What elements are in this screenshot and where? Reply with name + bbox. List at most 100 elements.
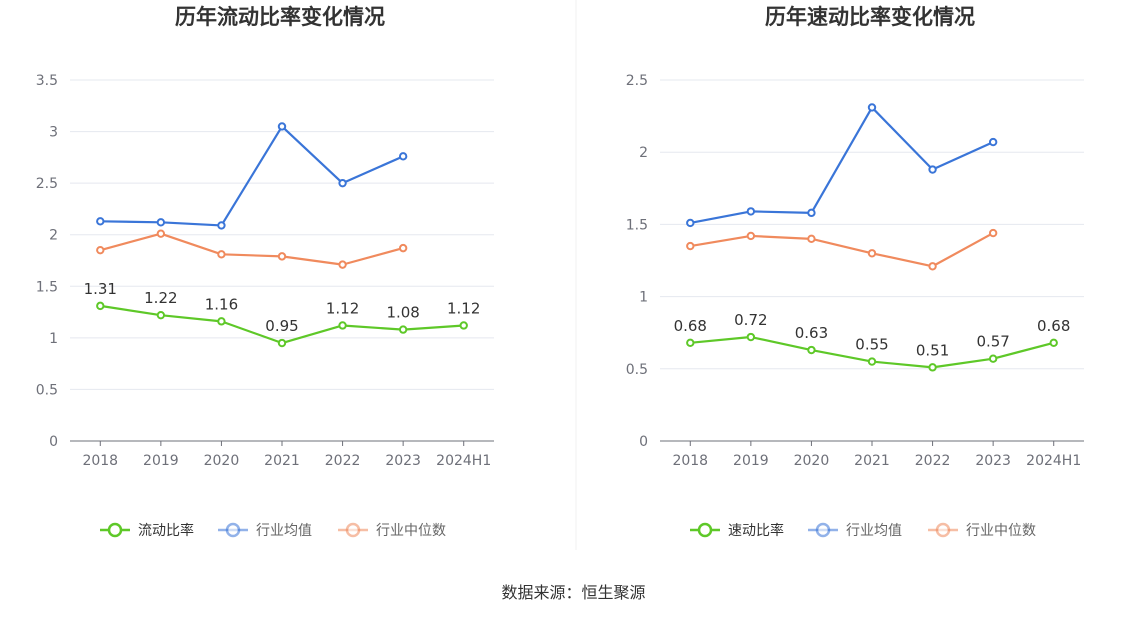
data-point-median — [928, 262, 937, 271]
data-point-avg — [807, 208, 816, 218]
data-point-avg — [96, 217, 105, 226]
data-point-main — [217, 317, 226, 326]
x-tick-label: 2023 — [385, 453, 421, 469]
x-tick-label: 2019 — [143, 453, 179, 469]
data-point-main — [988, 354, 998, 363]
legend-item-median[interactable]: 行业中位数 — [928, 522, 1036, 539]
y-tick-label: 3 — [49, 125, 58, 141]
data-point-median — [277, 252, 287, 261]
data-point-median — [338, 260, 347, 269]
data-label: 0.51 — [916, 341, 949, 359]
series-line-avg — [690, 106, 994, 225]
x-tick-label: 2021 — [264, 453, 300, 469]
data-point-avg — [398, 152, 408, 161]
data-point-avg — [156, 218, 166, 227]
data-point-main — [807, 345, 816, 355]
legend-label: 行业均值 — [256, 523, 312, 539]
data-label: 0.72 — [734, 311, 767, 329]
y-tick-label: 2.5 — [626, 73, 648, 89]
data-point-main — [867, 357, 877, 366]
x-tick-label: 2023 — [975, 453, 1011, 469]
y-tick-label: 1.5 — [626, 217, 648, 233]
data-point-main — [398, 325, 408, 334]
legend-label: 行业均值 — [846, 523, 902, 539]
legend-item-main[interactable]: 速动比率 — [690, 522, 784, 539]
legend-marker-icon — [815, 522, 831, 538]
x-tick-label: 2018 — [82, 453, 118, 469]
y-tick-label: 2 — [49, 228, 58, 244]
y-tick-label: 0.5 — [626, 362, 648, 378]
data-label: 1.22 — [144, 289, 177, 307]
data-label: 0.57 — [976, 333, 1009, 351]
data-point-avg — [277, 122, 287, 131]
data-point-main — [746, 332, 756, 342]
data-point-median — [96, 245, 105, 255]
data-point-main — [928, 363, 937, 372]
data-point-median — [686, 241, 695, 251]
data-point-main — [1049, 338, 1058, 348]
x-tick-label: 2020 — [204, 453, 240, 469]
legend-label: 速动比率 — [728, 522, 784, 539]
data-label: 0.55 — [855, 336, 888, 354]
data-point-avg — [338, 178, 347, 188]
data-point-main — [338, 321, 347, 330]
data-point-main — [96, 301, 105, 311]
x-tick-label: 2022 — [915, 453, 951, 469]
y-tick-label: 0 — [49, 434, 58, 450]
data-label: 0.95 — [265, 317, 298, 335]
x-tick-label: 2018 — [672, 453, 708, 469]
data-point-avg — [746, 207, 756, 216]
data-label: 1.16 — [205, 295, 238, 313]
chart-title: 历年速动比率变化情况 — [765, 5, 975, 29]
legend-item-avg[interactable]: 行业均值 — [808, 522, 902, 539]
y-tick-label: 2 — [639, 145, 648, 161]
data-point-median — [217, 250, 226, 259]
data-point-median — [156, 229, 166, 238]
x-tick-label: 2024H1 — [1026, 453, 1081, 469]
series-line-avg — [100, 125, 404, 227]
data-label: 0.68 — [1037, 317, 1070, 335]
data-point-median — [807, 234, 816, 244]
x-tick-label: 2019 — [733, 453, 769, 469]
x-tick-label: 2020 — [794, 453, 830, 469]
data-point-avg — [928, 165, 937, 174]
series-line-median — [690, 232, 994, 268]
data-label: 0.68 — [674, 317, 707, 335]
data-point-main — [156, 310, 166, 320]
data-point-avg — [867, 103, 877, 112]
x-tick-label: 2021 — [854, 453, 890, 469]
legend-label: 行业中位数 — [966, 523, 1036, 539]
data-point-avg — [217, 221, 226, 230]
legend-marker-icon — [697, 522, 713, 538]
x-tick-label: 2024H1 — [436, 453, 491, 469]
data-point-main — [686, 338, 695, 348]
legend-marker-icon — [935, 522, 951, 538]
y-tick-label: 0.5 — [36, 382, 58, 398]
legend-item-main[interactable]: 流动比率 — [100, 522, 194, 539]
legend-item-avg[interactable]: 行业均值 — [218, 522, 312, 539]
data-label: 1.08 — [386, 304, 419, 322]
y-tick-label: 0 — [639, 434, 648, 450]
data-point-median — [867, 249, 877, 258]
y-tick-label: 1 — [49, 331, 58, 347]
data-point-median — [398, 243, 408, 253]
data-label: 0.63 — [795, 324, 828, 342]
legend-marker-icon — [225, 522, 241, 538]
data-point-main — [459, 321, 468, 330]
y-tick-label: 2.5 — [36, 176, 58, 192]
chart-title: 历年流动比率变化情况 — [175, 5, 385, 29]
legend-label: 流动比率 — [138, 522, 194, 539]
legend-label: 行业中位数 — [376, 523, 446, 539]
y-tick-label: 1.5 — [36, 279, 58, 295]
y-tick-label: 1 — [639, 290, 648, 306]
legend-item-median[interactable]: 行业中位数 — [338, 522, 446, 539]
data-point-avg — [686, 218, 695, 228]
y-tick-label: 3.5 — [36, 73, 58, 89]
chart-panel-1: 历年流动比率变化情况 0 0.5 1 1.5 2 2.5 3 3.5 2018 2019 2020 20… — [36, 5, 494, 539]
data-point-avg — [988, 137, 998, 147]
legend-marker-icon — [107, 522, 123, 538]
data-point-main — [277, 338, 287, 348]
source-text: 数据来源：恒生聚源 — [501, 583, 645, 602]
